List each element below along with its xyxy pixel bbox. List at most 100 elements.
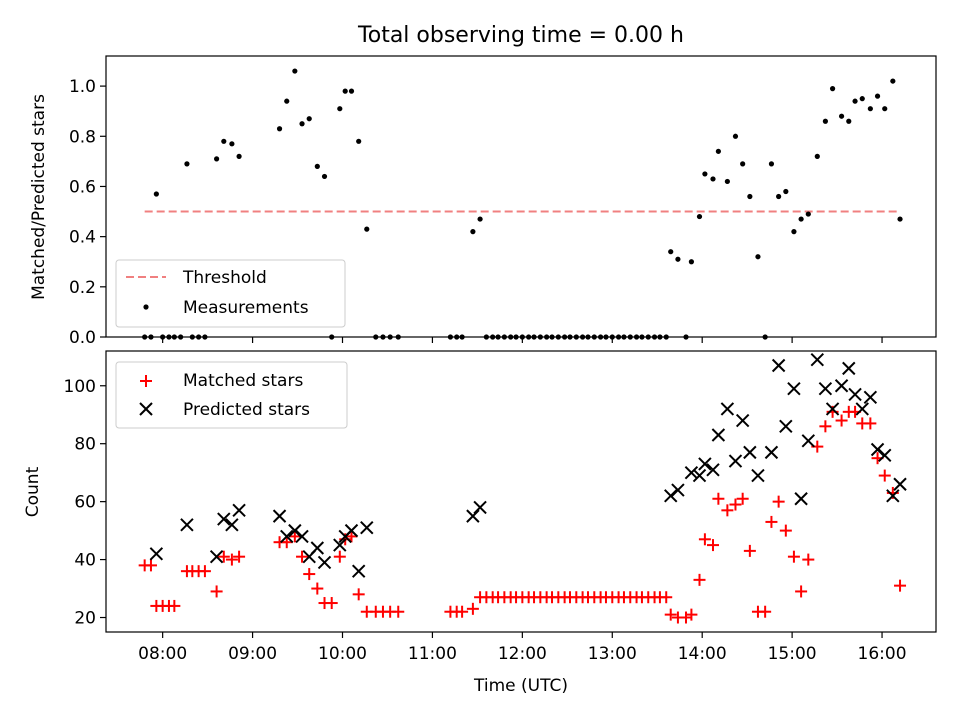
legend-predicted-label: Predicted stars <box>183 400 310 420</box>
predicted-star-point <box>333 538 347 552</box>
measurement-point <box>214 156 220 162</box>
measurement-point <box>859 96 865 102</box>
predicted-star-point <box>818 381 833 396</box>
measurement-point <box>740 161 746 167</box>
measurement-point <box>822 118 828 124</box>
matched-star-point <box>680 611 693 624</box>
measurement-point <box>153 191 159 197</box>
predicted-star-point <box>794 492 808 506</box>
matched-star-point <box>303 568 316 581</box>
measurement-point <box>314 163 320 169</box>
predicted-star-point <box>692 468 707 483</box>
predicted-star-point <box>735 413 750 428</box>
predicted-star-point <box>310 541 325 555</box>
measurement-point <box>846 118 852 124</box>
measurement-point <box>342 88 348 94</box>
matched-star-point <box>706 539 719 552</box>
measurement-point <box>477 216 483 222</box>
matched-star-point <box>864 417 877 430</box>
predicted-star-point <box>217 512 231 526</box>
measurement-point <box>229 141 235 147</box>
measurement-point <box>852 98 858 104</box>
measurement-point <box>221 138 227 144</box>
chart-title: Total observing time = 0.00 h <box>357 23 684 48</box>
predicted-star-point <box>466 509 480 523</box>
matched-star-point <box>795 585 808 598</box>
predicted-star-point <box>751 468 765 483</box>
predicted-star-point <box>779 419 793 434</box>
ratio-y-tick-label: 0.0 <box>69 328 96 348</box>
matched-star-point <box>835 414 848 427</box>
matched-star-point <box>693 573 706 586</box>
matched-star-point <box>819 420 832 433</box>
measurement-point <box>724 178 730 185</box>
measurement-point <box>306 116 312 122</box>
matched-star-point <box>198 565 211 578</box>
ratio-legend-box <box>115 259 346 328</box>
matched-star-point <box>787 550 800 563</box>
matched-star-point <box>233 550 246 563</box>
matched-star-point <box>456 605 469 618</box>
ratio-y-tick-label: 1.0 <box>69 77 96 97</box>
ratio-y-axis-label: Matched/Predicted stars <box>29 94 49 300</box>
matched-star-point <box>736 492 749 505</box>
measurement-point <box>364 226 370 232</box>
x-tick-label: 15:00 <box>768 644 817 664</box>
predicted-star-point <box>317 555 332 570</box>
predicted-star-point <box>842 361 856 376</box>
count-y-tick-label: 80 <box>74 435 96 455</box>
matched-star-point <box>325 597 338 610</box>
x-tick-label: 14:00 <box>678 644 727 664</box>
predicted-star-point <box>825 402 840 416</box>
predicted-star-point <box>209 549 224 564</box>
measurement-point <box>890 78 896 84</box>
matched-star-point <box>144 559 157 572</box>
predicted-star-point <box>771 358 786 373</box>
measurement-point <box>321 173 328 180</box>
predicted-star-point <box>728 454 743 468</box>
matched-star-point <box>743 544 756 557</box>
count-y-tick-label: 20 <box>74 609 96 629</box>
predicted-star-point <box>344 523 359 538</box>
predicted-star-point <box>711 428 726 442</box>
legend-predicted-swatch <box>139 402 153 416</box>
predicted-star-point <box>810 352 825 367</box>
predicted-star-point <box>834 379 849 393</box>
measurement-point <box>715 148 721 154</box>
predicted-star-point <box>295 529 309 544</box>
legend-matched-swatch <box>140 375 152 387</box>
matched-star-point <box>664 608 677 621</box>
matched-star-point <box>225 553 238 566</box>
x-tick-label: 10:00 <box>318 644 367 664</box>
measurement-point <box>276 126 283 132</box>
matched-star-point <box>660 591 673 604</box>
ratio-y-tick-label: 0.8 <box>69 127 96 147</box>
measurement-point <box>710 176 716 182</box>
predicted-star-point <box>764 445 779 460</box>
measurement-point <box>798 216 804 222</box>
measurement-point <box>348 88 355 94</box>
x-tick-label: 12:00 <box>498 644 547 664</box>
matched-star-point <box>352 588 365 601</box>
matched-star-point <box>280 536 293 549</box>
x-tick-label: 13:00 <box>588 644 637 664</box>
ratio-y-tick-label: 0.2 <box>69 278 96 298</box>
legend-threshold-label: Threshold <box>182 268 267 288</box>
matched-star-point <box>698 533 711 546</box>
ratio-panel-frame <box>105 55 937 338</box>
matched-star-point <box>296 550 309 563</box>
predicted-star-point <box>473 500 487 515</box>
count-y-axis-label: Count <box>23 466 43 517</box>
measurement-point <box>768 161 775 167</box>
measurement-point <box>897 216 903 222</box>
predicted-star-point <box>878 448 892 462</box>
matched-star-point <box>878 469 891 482</box>
measurement-point <box>668 249 674 255</box>
predicted-star-point <box>855 402 869 416</box>
measurement-point <box>882 106 888 112</box>
predicted-star-point <box>360 521 374 535</box>
x-axis-label: Time (UTC) <box>473 676 568 696</box>
x-tick-label: 08:00 <box>138 644 187 664</box>
ratio-y-tick-label: 0.4 <box>69 228 96 248</box>
